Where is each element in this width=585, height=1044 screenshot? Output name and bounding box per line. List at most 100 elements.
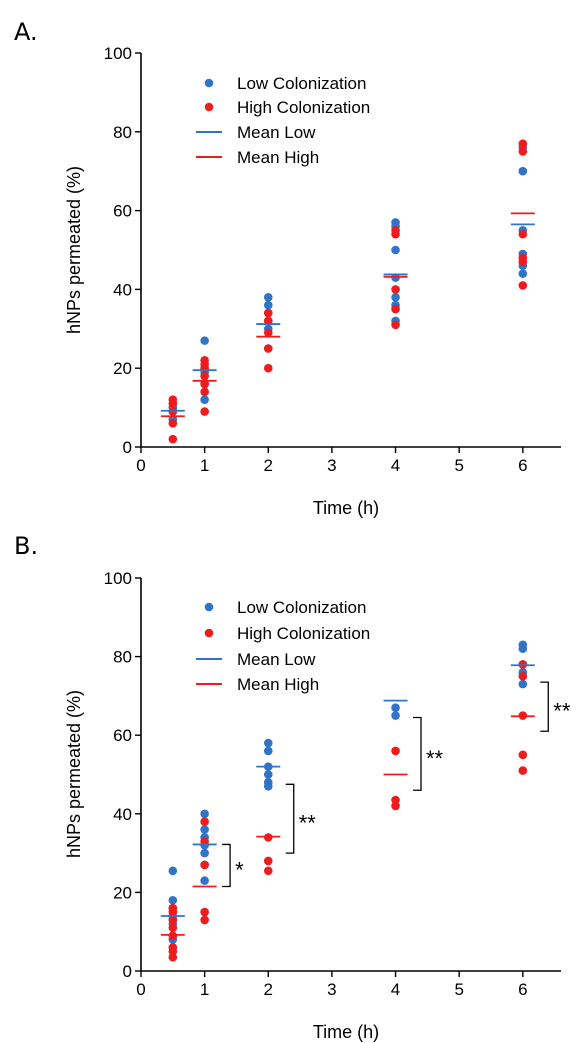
panel-a: A. hNPs permeated (%) Time (h) Low Colon…: [14, 18, 561, 518]
significance-bracket: [540, 681, 549, 732]
high-colonization-point: [168, 395, 178, 405]
significance-label: **: [553, 699, 571, 724]
legend-mean-low-label: Mean Low: [237, 123, 316, 142]
x-tick-label: 0: [136, 456, 145, 475]
low-colonization-point: [263, 778, 273, 787]
high-colonization-point: [168, 952, 178, 962]
low-colonization-point: [263, 300, 273, 310]
legend-low-label: Low Colonization: [237, 74, 366, 93]
legend-low-marker: [204, 78, 214, 88]
y-tick-label: 20: [113, 359, 132, 378]
high-colonization-point: [200, 817, 209, 826]
panel-b-x-axis-title: Time (h): [313, 1022, 379, 1042]
x-tick-label: 2: [264, 980, 273, 999]
high-colonization-point: [518, 229, 528, 239]
high-colonization-point: [391, 285, 400, 294]
high-colonization-point: [518, 147, 528, 156]
legend-high-label: High Colonization: [237, 98, 370, 117]
panel-b: B. hNPs permeated (%) Time (h) Low Colon…: [14, 532, 571, 1042]
high-colonization-point: [518, 766, 528, 775]
high-colonization-point: [200, 907, 209, 917]
y-tick-label: 60: [113, 202, 132, 221]
y-tick-label: 40: [113, 805, 132, 824]
high-colonization-point: [263, 316, 273, 326]
y-tick-label: 100: [104, 569, 132, 588]
significance-bracket: [285, 783, 295, 854]
legend-high-marker: [204, 102, 214, 112]
low-colonization-point: [263, 738, 273, 748]
low-colonization-point: [200, 876, 209, 885]
high-colonization-point: [391, 795, 400, 805]
low-colonization-point: [518, 679, 528, 689]
low-colonization-point: [263, 746, 273, 756]
low-colonization-point: [518, 269, 528, 278]
significance-label: **: [426, 746, 444, 771]
high-colonization-point: [200, 915, 209, 925]
high-colonization-point: [518, 671, 528, 681]
low-colonization-point: [391, 711, 400, 720]
low-colonization-point: [200, 336, 209, 345]
low-colonization-point: [200, 848, 209, 858]
significance-label: **: [299, 811, 317, 836]
high-colonization-point: [263, 308, 273, 318]
low-colonization-point: [200, 809, 209, 819]
panel-a-x-axis-title: Time (h): [313, 498, 379, 518]
high-colonization-point: [168, 915, 178, 925]
x-tick-label: 3: [327, 980, 336, 999]
legend-high-marker: [204, 628, 214, 638]
high-colonization-point: [168, 903, 178, 913]
significance-label: *: [235, 857, 244, 882]
high-colonization-point: [200, 379, 209, 389]
high-colonization-point: [391, 746, 400, 756]
panel-b-label: B.: [14, 532, 38, 560]
high-colonization-point: [200, 860, 209, 870]
y-tick-label: 20: [113, 883, 132, 902]
panel-b-legend: Low Colonization High Colonization Mean …: [196, 598, 370, 694]
y-tick-label: 0: [123, 962, 132, 981]
high-colonization-point: [168, 923, 178, 933]
high-colonization-point: [168, 419, 178, 428]
high-colonization-point: [518, 281, 528, 290]
high-colonization-point: [391, 320, 400, 330]
high-colonization-point: [391, 304, 400, 314]
high-colonization-point: [200, 356, 209, 365]
low-colonization-point: [200, 395, 209, 405]
low-colonization-point: [391, 218, 400, 227]
high-colonization-point: [168, 434, 178, 444]
high-colonization-point: [200, 407, 209, 416]
x-tick-label: 6: [518, 456, 527, 475]
high-colonization-point: [200, 387, 209, 397]
high-colonization-point: [168, 943, 178, 952]
high-colonization-point: [263, 856, 273, 866]
y-tick-label: 80: [113, 648, 132, 667]
x-tick-label: 0: [136, 980, 145, 999]
high-colonization-point: [263, 866, 273, 876]
legend-mean-high-label: Mean High: [237, 675, 319, 694]
high-colonization-point: [518, 750, 528, 760]
low-colonization-point: [391, 292, 400, 302]
high-colonization-point: [263, 328, 273, 338]
low-colonization-point: [263, 770, 273, 779]
low-colonization-point: [391, 245, 400, 255]
low-colonization-point: [168, 895, 178, 905]
panel-b-y-axis-title: hNPs permeated (%): [64, 690, 84, 858]
x-tick-label: 6: [518, 980, 527, 999]
legend-low-marker: [204, 602, 214, 612]
x-tick-label: 4: [391, 456, 400, 475]
high-colonization-point: [391, 226, 400, 235]
x-tick-label: 4: [391, 980, 400, 999]
low-colonization-point: [391, 703, 400, 712]
legend-mean-high-label: Mean High: [237, 148, 319, 167]
y-tick-label: 100: [104, 44, 132, 63]
x-tick-label: 1: [200, 980, 209, 999]
high-colonization-point: [200, 371, 209, 381]
low-colonization-point: [263, 292, 273, 302]
high-colonization-point: [391, 801, 400, 811]
y-tick-label: 80: [113, 123, 132, 142]
significance-bracket: [413, 716, 422, 791]
significance-bracket: [222, 843, 231, 888]
panel-a-legend: Low Colonization High Colonization Mean …: [196, 74, 370, 167]
high-colonization-point: [518, 139, 528, 148]
legend-mean-low-label: Mean Low: [237, 650, 316, 669]
